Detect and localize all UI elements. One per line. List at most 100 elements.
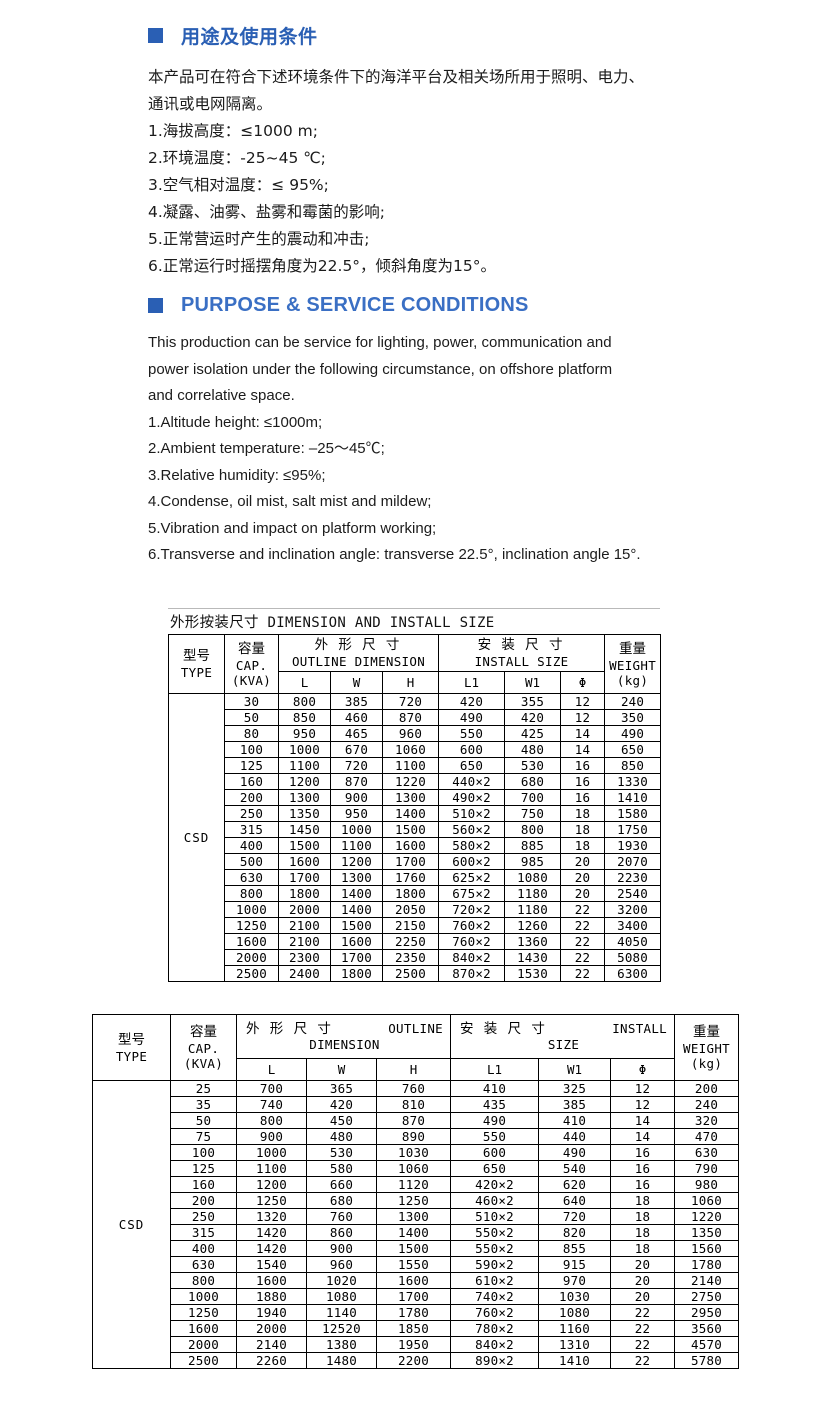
- cell-phi: 18: [610, 1192, 675, 1209]
- cell-w1: 985: [504, 853, 562, 870]
- table-row: 1250 2100 1500 2150 760×2 1260 22 3400: [169, 917, 662, 934]
- cell-h: 1250: [376, 1192, 451, 1209]
- cell-l1: 550×2: [450, 1240, 539, 1257]
- chinese-list-item: 3.空气相对温度：≤ 95%;: [148, 176, 329, 194]
- cell-w1: 620: [538, 1176, 611, 1193]
- cell-l: 800: [278, 693, 331, 710]
- cell-l: 700: [236, 1080, 307, 1097]
- cell-h: 2150: [381, 917, 440, 934]
- cell-l: 1800: [278, 885, 331, 902]
- cell-h: 1300: [376, 1208, 451, 1225]
- cell-capacity: 630: [170, 1256, 237, 1273]
- header-weight-cn: 重量: [619, 640, 647, 657]
- cell-h: 1060: [376, 1160, 451, 1177]
- table-row: 400 1420 900 1500 550×2 855 18 1560: [93, 1240, 739, 1257]
- cell-weight: 1410: [604, 789, 662, 806]
- chinese-paragraph-line: 本产品可在符合下述环境条件下的海洋平台及相关场所用于照明、电力、: [148, 68, 645, 86]
- cell-l: 1420: [236, 1240, 307, 1257]
- cell-w: 365: [306, 1080, 377, 1097]
- cell-l1: 590×2: [450, 1256, 539, 1273]
- header-install-size: 安 装 尺 寸 INSTALL SIZE: [450, 1014, 675, 1059]
- cell-weight: 3400: [604, 917, 662, 934]
- cell-w1: 1030: [538, 1288, 611, 1305]
- cell-l1: 510×2: [450, 1208, 539, 1225]
- table-row: 2000 2140 1380 1950 840×2 1310 22 4570: [93, 1336, 739, 1353]
- cell-phi: 22: [610, 1352, 675, 1369]
- cell-w1: 540: [538, 1160, 611, 1177]
- table-1-caption-cn: 外形按装尺寸: [170, 615, 259, 631]
- table-row: 2500 2260 1480 2200 890×2 1410 22 5780: [93, 1352, 739, 1369]
- cell-weight: 4050: [604, 933, 662, 950]
- header-sub-l: L: [236, 1058, 307, 1081]
- dimension-table-2: 型号 TYPE 容量 CAP. (KVA) 外 形 尺 寸 OUTLINE: [92, 1014, 739, 1369]
- cell-h: 1760: [381, 869, 440, 886]
- cell-w1: 1430: [504, 949, 562, 966]
- cell-weight: 490: [604, 725, 662, 742]
- cell-phi: 20: [560, 885, 606, 902]
- cell-phi: 14: [560, 741, 606, 758]
- square-bullet-icon: [148, 28, 163, 43]
- header-install-en-center: SIZE: [547, 1037, 580, 1052]
- cell-h: 1500: [381, 821, 440, 838]
- chinese-list-item: 1.海拔高度：≤1000 m;: [148, 122, 318, 140]
- cell-capacity: 1000: [224, 901, 279, 918]
- table-row: CSD 30 800 385 720 420 355 12 240: [168, 693, 662, 982]
- cell-capacity: 2000: [170, 1336, 237, 1353]
- cell-l1: 510×2: [438, 805, 506, 822]
- cell-h: 1300: [381, 789, 440, 806]
- cell-l: 1500: [278, 837, 331, 854]
- cell-capacity: 1600: [224, 933, 279, 950]
- table-row: 1250 1940 1140 1780 760×2 1080 22 2950: [93, 1304, 739, 1321]
- cell-capacity: 25: [170, 1080, 237, 1097]
- cell-w1: 700: [504, 789, 562, 806]
- cell-w1: 420: [504, 709, 562, 726]
- cell-phi: 20: [610, 1288, 675, 1305]
- cell-l1: 760×2: [438, 917, 506, 934]
- cell-w: 900: [330, 789, 383, 806]
- cell-capacity: 30: [224, 693, 279, 710]
- cell-w1: 1080: [504, 869, 562, 886]
- header-type-en: TYPE: [115, 1048, 148, 1064]
- header-sub-l: L: [278, 671, 331, 694]
- cell-weight: 1220: [674, 1208, 739, 1225]
- cell-capacity: 250: [170, 1208, 237, 1225]
- cell-w: 960: [306, 1256, 377, 1273]
- cell-w1: 1530: [504, 965, 562, 982]
- table-row: 50 850 460 870 490 420 12 350: [169, 709, 662, 726]
- table-1-caption-en: DIMENSION AND INSTALL SIZE: [267, 615, 495, 631]
- table-row: 2500 2400 1800 2500 870×2 1530 22 6300: [169, 965, 662, 982]
- cell-phi: 22: [560, 901, 606, 918]
- table-row: 2000 2300 1700 2350 840×2 1430 22 5080: [169, 949, 662, 966]
- cell-h: 1100: [381, 757, 440, 774]
- cell-l: 2260: [236, 1352, 307, 1369]
- cell-phi: 18: [560, 821, 606, 838]
- cell-h: 720: [381, 693, 440, 710]
- cell-w1: 325: [538, 1080, 611, 1097]
- cell-capacity: 125: [224, 757, 279, 774]
- cell-h: 1060: [381, 741, 440, 758]
- cell-weight: 2230: [604, 869, 662, 886]
- header-outline-en-center: DIMENSION: [309, 1037, 380, 1052]
- english-paragraph-line: This production can be service for light…: [148, 334, 612, 351]
- cell-weight: 2140: [674, 1272, 739, 1289]
- cell-weight: 1750: [604, 821, 662, 838]
- cell-phi: 14: [610, 1128, 675, 1145]
- table-row: 1600 2100 1600 2250 760×2 1360 22 4050: [169, 933, 662, 950]
- cell-phi: 18: [610, 1208, 675, 1225]
- cell-l: 2100: [278, 933, 331, 950]
- cell-phi: 20: [610, 1256, 675, 1273]
- cell-w: 900: [306, 1240, 377, 1257]
- cell-phi: 12: [610, 1080, 675, 1097]
- cell-h: 2350: [381, 949, 440, 966]
- cell-w: 680: [306, 1192, 377, 1209]
- cell-h: 1120: [376, 1176, 451, 1193]
- cell-l1: 550×2: [450, 1224, 539, 1241]
- cell-weight: 6300: [604, 965, 662, 982]
- cell-w1: 750: [504, 805, 562, 822]
- cell-l1: 550: [438, 725, 506, 742]
- cell-l: 1450: [278, 821, 331, 838]
- cell-w: 950: [330, 805, 383, 822]
- table-row: 100 1000 530 1030 600 490 16 630: [93, 1144, 739, 1161]
- cell-w: 660: [306, 1176, 377, 1193]
- cell-weight: 1930: [604, 837, 662, 854]
